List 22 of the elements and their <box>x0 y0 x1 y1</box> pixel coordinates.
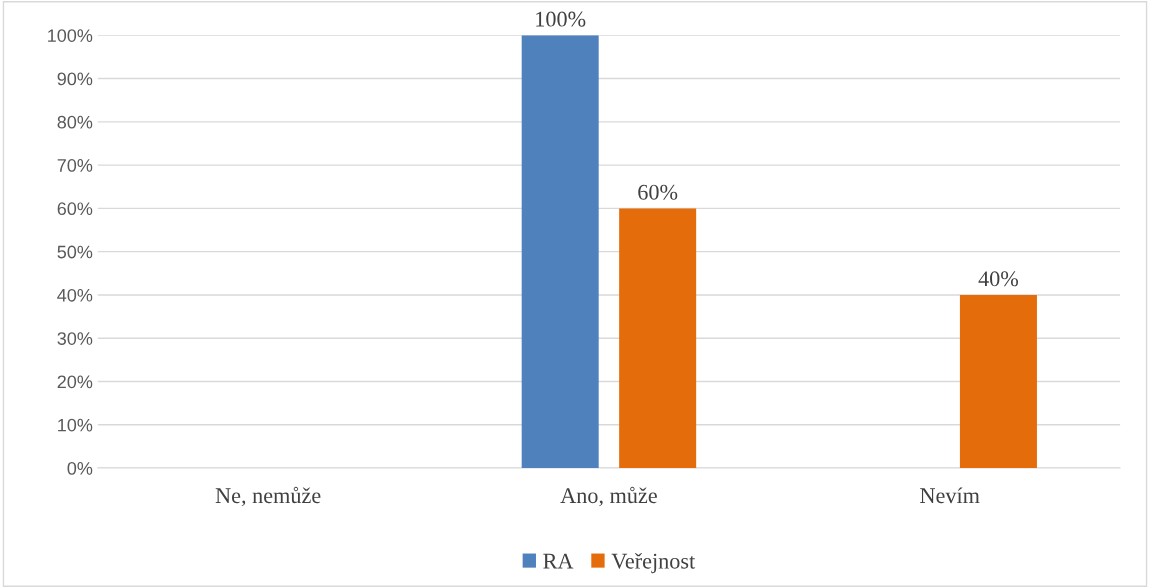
y-tick-label: 40% <box>57 288 93 302</box>
x-tick-label: Ne, nemůže <box>215 486 321 507</box>
y-tick-label: 20% <box>57 375 93 389</box>
y-tick-label: 30% <box>57 332 93 345</box>
legend-label: RA <box>543 553 574 569</box>
x-tick-label: Nevím <box>920 487 980 504</box>
data-label: 60% <box>638 184 678 200</box>
x-tick-label: Ano, může <box>560 486 657 507</box>
data-label: 40% <box>978 271 1019 287</box>
bar <box>619 208 697 469</box>
y-tick-label: 90% <box>57 72 93 86</box>
y-tick-label: 80% <box>57 115 93 129</box>
data-label: 100% <box>536 11 586 27</box>
y-tick-label: 0% <box>67 461 93 475</box>
y-tick-label: 70% <box>57 159 93 172</box>
y-tick-label: 50% <box>57 245 93 259</box>
bar <box>521 35 599 469</box>
legend-label: Veřejnost <box>611 552 696 574</box>
y-tick-label: 60% <box>57 202 93 216</box>
bar <box>959 294 1037 469</box>
y-tick-label: 10% <box>58 418 93 432</box>
y-tick-label: 100% <box>48 29 93 42</box>
